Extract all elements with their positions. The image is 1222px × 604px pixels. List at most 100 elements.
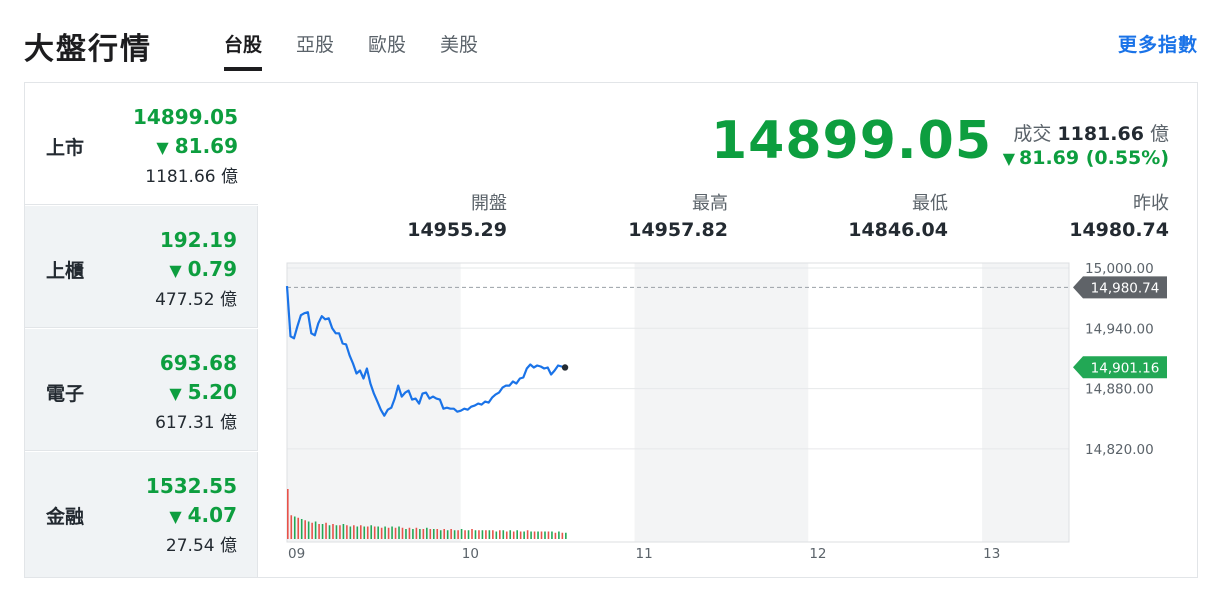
index-price: 192.19	[159, 228, 237, 252]
last-point	[561, 364, 569, 371]
volume-bar	[304, 520, 306, 539]
volume-bar	[287, 489, 289, 539]
y-tick-label: 14,820.00	[1085, 442, 1154, 458]
market-tabs: 台股 亞股 歐股 美股	[224, 30, 512, 71]
index-name: 上櫃	[46, 260, 85, 282]
tab-taiwan[interactable]: 台股	[224, 30, 263, 71]
volume-bar	[432, 529, 435, 539]
stat-label: 最高	[692, 193, 728, 214]
volume-bar	[565, 532, 567, 539]
turnover-unit: 億	[1149, 123, 1169, 145]
volume-bar	[380, 527, 383, 539]
volume-bar	[307, 521, 310, 539]
stat-label: 開盤	[471, 193, 507, 214]
volume-bar	[474, 530, 477, 539]
volume-bar	[533, 531, 536, 539]
volume-bar	[363, 526, 366, 539]
volume-bar	[332, 524, 334, 539]
tab-asia[interactable]: 亞股	[296, 34, 335, 56]
index-price: 693.68	[159, 351, 237, 375]
turnover-value: 1181.66	[1057, 123, 1144, 145]
index-change-value: 5.20	[187, 380, 237, 404]
volume-bar	[460, 529, 463, 539]
prev-close-tag-shape	[1073, 276, 1167, 299]
index-item-electronics[interactable]: 電子 693.68 ▼ 5.20 617.31 億	[25, 329, 258, 451]
volume-bar	[537, 531, 539, 539]
prev-close-tag: 14,980.74	[1073, 276, 1167, 299]
volume-bar	[314, 521, 317, 539]
volume-bar	[412, 529, 414, 539]
index-change: ▼ 0.79	[169, 257, 237, 281]
volume-bar	[526, 530, 529, 539]
volume-bar	[321, 524, 324, 539]
volume-bar	[439, 530, 442, 539]
stat-value: 14980.74	[1069, 219, 1169, 241]
volume-bar	[405, 529, 407, 539]
tab-europe[interactable]: 歐股	[368, 34, 407, 56]
index-item-finance[interactable]: 金融 1532.55 ▼ 4.07 27.54 億	[25, 452, 258, 577]
volume-bar	[422, 529, 425, 539]
volume-bar	[467, 530, 470, 539]
volume-bar	[325, 522, 327, 539]
x-tick-label: 12	[809, 546, 826, 559]
volume-bar	[391, 526, 393, 539]
index-volume: 477.52 億	[155, 290, 237, 310]
volume-bar	[429, 529, 432, 539]
volume-bar	[485, 530, 487, 539]
current-price-tag-label: 14,901.16	[1091, 360, 1160, 376]
tab-us[interactable]: 美股	[440, 34, 479, 56]
index-item-otc[interactable]: 上櫃 192.19 ▼ 0.79 477.52 億	[25, 206, 258, 328]
x-tick-label: 09	[288, 546, 305, 559]
volume-bar	[419, 529, 421, 539]
index-item-listed[interactable]: 上市 14899.05 ▼ 81.69 1181.66 億	[25, 83, 258, 205]
volume-bar	[478, 530, 480, 539]
volume-bar	[436, 529, 439, 539]
volume-bar	[457, 530, 459, 539]
volume-bar	[401, 527, 404, 539]
index-volume: 1181.66 億	[145, 167, 238, 187]
volume-bar	[561, 532, 564, 539]
volume-bar	[516, 530, 518, 539]
more-indices-link[interactable]: 更多指數	[1117, 34, 1198, 56]
volume-bar	[335, 525, 338, 539]
volume-bar	[547, 531, 550, 539]
x-tick-label: 10	[462, 546, 479, 559]
volume-bar	[505, 531, 508, 539]
x-tick-label: 13	[983, 546, 1000, 559]
down-arrow-icon: ▼	[1002, 149, 1015, 168]
index-name: 電子	[46, 383, 85, 405]
stat-value: 14955.29	[407, 219, 507, 241]
volume-bar	[300, 519, 303, 539]
x-tick-label: 11	[636, 546, 653, 559]
volume-bar	[349, 526, 352, 539]
main-change-value: 81.69 (0.55%)	[1019, 147, 1169, 169]
hour-band	[982, 263, 1069, 542]
volume-bar	[446, 530, 449, 539]
index-price: 14899.05	[132, 105, 238, 129]
volume-bar	[540, 531, 543, 539]
down-arrow-icon: ▼	[156, 138, 169, 157]
main-change: ▼ 81.69 (0.55%)	[1003, 147, 1169, 169]
turnover: 成交 1181.66 億	[1013, 119, 1169, 146]
volume-bar	[509, 530, 512, 539]
volume-bar	[373, 526, 376, 539]
stat-value: 14846.04	[848, 219, 948, 241]
volume-bar	[554, 532, 557, 539]
market-panel: 上市 14899.05 ▼ 81.69 1181.66 億 上櫃 192.19 ▼…	[24, 82, 1198, 578]
volume-bar	[356, 526, 359, 539]
intraday-chart[interactable]: 15,000.00 14,940.00 14,880.00 14,820.00 14,9…	[285, 259, 1197, 559]
index-change-value: 4.07	[187, 503, 237, 527]
volume-bar	[293, 516, 296, 539]
price-line	[285, 286, 566, 417]
volume-bar	[464, 530, 466, 539]
volume-bar	[377, 526, 379, 539]
volume-bar	[342, 524, 345, 539]
stat-open: 開盤 14955.29	[327, 189, 507, 241]
index-price: 1532.55	[145, 474, 237, 498]
index-volume: 27.54 億	[165, 536, 237, 556]
volume-bar	[394, 527, 397, 539]
index-change: ▼ 4.07	[169, 503, 237, 527]
index-name: 上市	[46, 137, 85, 159]
down-arrow-icon: ▼	[169, 261, 182, 280]
y-tick-label: 14,940.00	[1085, 321, 1154, 337]
